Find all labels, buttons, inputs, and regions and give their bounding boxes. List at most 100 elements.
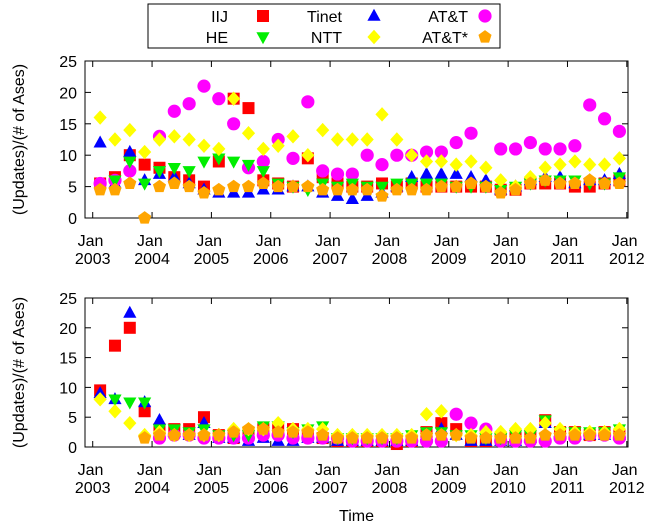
x-tick-label: Jan 2005 <box>194 233 230 268</box>
marker <box>330 182 345 196</box>
marker <box>123 397 137 410</box>
marker <box>568 428 582 441</box>
marker <box>345 167 359 181</box>
x-tick-label: Jan 2009 <box>431 233 467 268</box>
marker <box>182 97 196 111</box>
marker <box>182 179 196 193</box>
x-axis-label: Time <box>339 508 374 525</box>
marker <box>345 191 359 204</box>
marker <box>301 95 315 109</box>
marker <box>301 148 315 163</box>
y-tick-label: 20 <box>59 85 77 102</box>
marker <box>316 122 330 138</box>
x-tick-label: Jan 2007 <box>312 233 348 268</box>
marker <box>523 176 537 190</box>
marker <box>123 176 137 190</box>
marker <box>286 179 300 193</box>
x-tick-label: Jan 2008 <box>372 462 408 497</box>
marker <box>612 124 626 138</box>
legend-label: HE <box>206 30 228 47</box>
marker <box>449 157 463 172</box>
marker <box>508 421 523 437</box>
marker <box>449 407 463 421</box>
marker <box>390 431 404 444</box>
marker <box>197 185 211 199</box>
marker <box>167 176 181 190</box>
marker <box>345 182 359 196</box>
x-tick-label: Jan 2007 <box>312 462 348 497</box>
marker <box>508 182 523 196</box>
marker <box>419 428 434 441</box>
marker <box>212 92 226 106</box>
marker <box>464 126 478 140</box>
marker <box>93 392 107 407</box>
x-tick-label: Jan 2011 <box>550 233 585 268</box>
marker <box>449 136 463 150</box>
marker <box>479 431 493 444</box>
plot-frame <box>84 60 629 219</box>
y-tick-label: 10 <box>59 380 77 397</box>
marker <box>123 415 137 431</box>
marker <box>583 157 597 172</box>
marker <box>227 425 241 438</box>
marker <box>390 132 404 147</box>
marker <box>227 91 241 106</box>
y-tick-label: 5 <box>68 410 77 427</box>
marker <box>553 157 567 172</box>
marker <box>449 428 463 441</box>
marker <box>123 321 136 334</box>
marker <box>345 431 359 444</box>
marker <box>108 132 122 147</box>
marker <box>108 175 122 188</box>
marker <box>419 145 434 159</box>
marker <box>182 428 196 441</box>
marker <box>523 431 537 444</box>
marker <box>241 159 256 172</box>
x-tick-label: Jan 2012 <box>609 233 645 268</box>
x-tick-label: Jan 2010 <box>490 233 526 268</box>
marker <box>538 173 552 186</box>
marker <box>419 166 434 179</box>
y-tick-label: 15 <box>59 351 77 368</box>
marker <box>138 211 152 224</box>
marker <box>449 166 463 179</box>
marker <box>93 182 107 196</box>
marker <box>390 182 404 196</box>
x-tick-label: Jan 2004 <box>134 233 170 268</box>
marker <box>478 9 492 23</box>
marker <box>367 29 381 45</box>
marker <box>152 412 167 425</box>
marker <box>375 181 389 194</box>
marker <box>494 173 508 188</box>
legend-label: Tinet <box>307 9 343 26</box>
marker <box>367 8 381 21</box>
marker <box>242 102 255 115</box>
marker <box>434 145 448 159</box>
marker <box>197 79 211 93</box>
marker <box>108 182 122 196</box>
marker <box>597 157 612 172</box>
marker <box>597 176 612 190</box>
marker <box>375 107 389 122</box>
marker <box>256 176 270 190</box>
marker <box>152 132 167 147</box>
marker <box>597 112 612 126</box>
marker <box>464 416 478 430</box>
x-tick-label: Jan 2009 <box>431 462 467 497</box>
y-axis-label: (Updates)/(# of Ases) <box>11 64 28 215</box>
marker <box>123 144 137 157</box>
marker <box>538 415 552 431</box>
x-tick-label: Jan 2008 <box>372 233 408 268</box>
marker <box>241 422 256 435</box>
marker <box>227 156 241 169</box>
x-tick-label: Jan 2006 <box>253 462 289 497</box>
marker <box>212 182 226 196</box>
y-tick-label: 20 <box>59 321 77 338</box>
x-tick-label: Jan 2003 <box>75 462 111 497</box>
y-tick-label: 0 <box>68 211 77 228</box>
marker <box>405 148 419 163</box>
marker <box>316 428 330 441</box>
marker <box>93 110 107 125</box>
marker <box>583 98 597 112</box>
